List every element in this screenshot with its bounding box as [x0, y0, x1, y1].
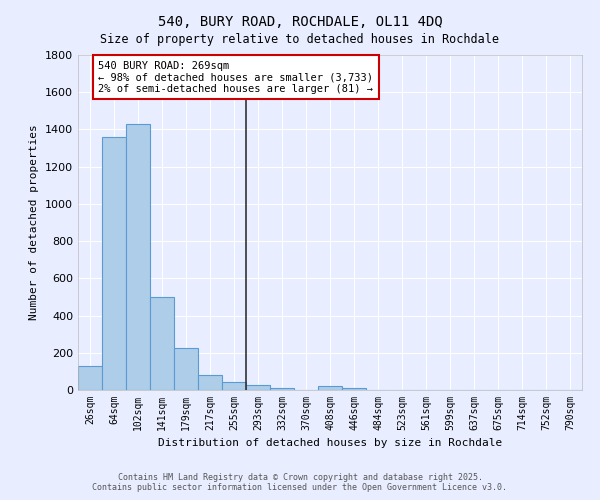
Text: 540 BURY ROAD: 269sqm
← 98% of detached houses are smaller (3,733)
2% of semi-de: 540 BURY ROAD: 269sqm ← 98% of detached …	[98, 60, 373, 94]
Bar	[222, 382, 246, 390]
Bar	[270, 388, 294, 390]
Text: Size of property relative to detached houses in Rochdale: Size of property relative to detached ho…	[101, 32, 499, 46]
Bar	[174, 348, 198, 390]
Bar	[318, 386, 342, 390]
Bar	[102, 137, 126, 390]
Bar	[246, 385, 270, 390]
Text: Contains HM Land Registry data © Crown copyright and database right 2025.
Contai: Contains HM Land Registry data © Crown c…	[92, 473, 508, 492]
Y-axis label: Number of detached properties: Number of detached properties	[29, 124, 40, 320]
Bar	[198, 375, 222, 390]
Bar	[342, 388, 366, 390]
X-axis label: Distribution of detached houses by size in Rochdale: Distribution of detached houses by size …	[158, 438, 502, 448]
Bar	[126, 124, 150, 390]
Text: 540, BURY ROAD, ROCHDALE, OL11 4DQ: 540, BURY ROAD, ROCHDALE, OL11 4DQ	[158, 15, 442, 29]
Bar	[150, 297, 174, 390]
Bar	[78, 366, 102, 390]
